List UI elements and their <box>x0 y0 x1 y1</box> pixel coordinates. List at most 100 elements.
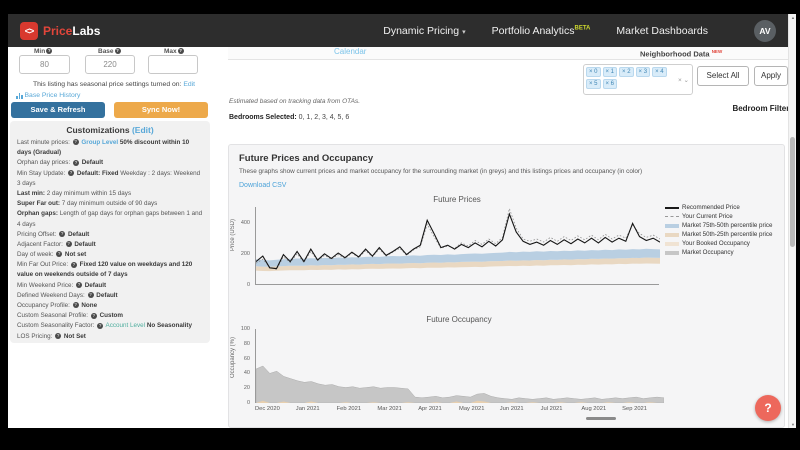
axis-tick-label: 200 <box>240 250 250 257</box>
brand-name-white: Labs <box>72 23 101 38</box>
scroll-down-arrow[interactable]: ▼ <box>791 422 795 427</box>
bedroom-chips: × 0 × 1 × 2 × 3 × 4 × 5 × 6 <box>586 67 672 89</box>
horizontal-scrollbar-thumb[interactable] <box>586 417 616 420</box>
new-badge: NEW <box>711 49 723 54</box>
bedroom-chip[interactable]: × 0 <box>586 67 601 77</box>
month-label: Aug 2021 <box>581 406 607 412</box>
apply-button[interactable]: Apply <box>754 66 788 86</box>
download-csv-link[interactable]: Download CSV <box>239 182 287 189</box>
customization-item: Defined Weekend Days: ? Default <box>17 291 118 299</box>
bedroom-chip[interactable]: × 1 <box>602 67 618 77</box>
help-icon[interactable]: ? <box>90 312 97 319</box>
nav-portfolio-analytics[interactable]: Portfolio AnalyticsBETA <box>491 24 591 37</box>
save-refresh-button[interactable]: Save & Refresh <box>11 102 105 118</box>
base-price-history-link[interactable]: Base Price History <box>16 92 80 99</box>
brand-name-red: Price <box>43 23 73 38</box>
customization-item: Min Stay Update: ? Default: Fixed Weekda… <box>17 169 201 187</box>
axis-tick-label: 0 <box>246 282 250 288</box>
bedroom-chip[interactable]: × 3 <box>635 67 651 77</box>
occupancy-chart-title: Future Occupancy <box>426 315 492 324</box>
help-button[interactable]: ? <box>755 395 781 421</box>
customizations-list: Last minute prices: ? Group Level 50% di… <box>17 138 203 342</box>
help-icon[interactable]: ? <box>46 48 53 55</box>
axis-tick-label: 80 <box>243 340 250 347</box>
neighborhood-data-label[interactable]: Neighborhood Data NEW <box>640 49 723 59</box>
customization-item: Super Far out: 7 day minimum outside of … <box>17 200 158 208</box>
legend-swatch <box>665 232 679 237</box>
customization-item: LOS Pricing: ? Not Set <box>17 332 86 340</box>
help-icon[interactable]: ? <box>114 48 121 55</box>
customization-item: Adjacent Factor: ? Default <box>17 240 96 248</box>
month-label: Feb 2021 <box>336 406 362 412</box>
help-icon[interactable]: ? <box>72 139 79 146</box>
bedroom-chip[interactable]: × 2 <box>619 67 634 77</box>
legend-entry: Market 75th-50th percentile price <box>665 221 772 230</box>
month-label: Apr 2021 <box>418 406 442 412</box>
help-icon[interactable]: ? <box>72 302 79 309</box>
legend-swatch <box>665 241 679 246</box>
customization-item: Min Weekend Price: ? Default <box>17 281 107 289</box>
card-subtitle: These graphs show current prices and mar… <box>239 168 643 175</box>
help-icon[interactable]: ? <box>56 251 63 258</box>
help-icon[interactable]: ? <box>55 332 62 339</box>
bedrooms-selected: Bedrooms Selected: 0, 1, 2, 3, 4, 5, 6 <box>229 114 350 121</box>
bedroom-filter-label: Bedroom Filter: <box>732 104 792 113</box>
avatar[interactable]: AV <box>754 19 776 42</box>
legend-swatch <box>665 206 679 209</box>
price-chart-title: Future Prices <box>433 195 481 204</box>
help-icon[interactable]: ? <box>70 261 77 268</box>
axis-tick-label: 400 <box>240 219 250 226</box>
customization-item: Orphan gaps: Length of gap days for orph… <box>17 210 203 228</box>
help-icon[interactable]: ? <box>97 322 104 329</box>
base-price-input[interactable]: 220 <box>85 55 135 74</box>
help-icon[interactable]: ? <box>59 231 66 238</box>
multiselect-controls[interactable]: × ⌄ <box>678 76 689 84</box>
axis-tick-label: 20 <box>243 385 250 392</box>
tab-calendar[interactable]: Calendar <box>228 47 788 60</box>
scroll-up-arrow[interactable]: ▲ <box>791 15 795 20</box>
legend-entry: Recommended Price <box>665 203 772 212</box>
min-price-input[interactable]: 80 <box>19 55 70 74</box>
card-title: Future Prices and Occupancy <box>239 153 374 164</box>
help-icon[interactable]: ? <box>75 281 82 288</box>
occupancy-chart-xlabels: Dec 2020 Jan 2021 Feb 2021 Mar 2021 Apr 2021… <box>255 406 663 412</box>
customization-item: Min Far Out Price: ? Fixed 120 value on … <box>17 261 193 279</box>
month-label: May 2021 <box>458 406 485 412</box>
vertical-scrollbar[interactable]: ▲ ▼ <box>788 14 796 428</box>
axis-tick-label: 100 <box>240 326 250 332</box>
help-icon[interactable]: ? <box>68 169 75 176</box>
seasonal-note: This listing has seasonal price settings… <box>32 81 196 88</box>
price-chart-plot <box>255 207 660 285</box>
customizations-edit-link[interactable]: (Edit) <box>131 125 154 135</box>
chevron-down-icon: ⌄ <box>683 77 689 84</box>
customizations-panel: Customizations (Edit) Last minute prices… <box>10 121 210 343</box>
customization-item: Last minute prices: ? Group Level 50% di… <box>17 139 190 157</box>
bar-chart-icon <box>16 93 23 99</box>
max-price-label: Max? <box>164 48 184 55</box>
pricelabs-logo[interactable]: <> PriceLabs <box>20 21 101 40</box>
bedroom-chip[interactable]: × 5 <box>586 79 601 89</box>
help-icon[interactable]: ? <box>65 241 72 248</box>
select-all-button[interactable]: Select All <box>697 66 749 86</box>
legend-swatch <box>665 250 679 255</box>
axis-tick-label: 40 <box>243 370 250 377</box>
customization-item: Occupancy Profile: ? None <box>17 302 98 309</box>
bedroom-chip[interactable]: × 4 <box>652 67 667 77</box>
customization-link[interactable]: Account Level <box>105 322 147 330</box>
bedroom-chip[interactable]: × 6 <box>602 79 618 89</box>
seasonal-edit-link[interactable]: Edit <box>183 81 196 88</box>
customization-link[interactable]: Group Level <box>81 139 120 146</box>
help-icon[interactable]: ? <box>87 292 94 299</box>
help-icon[interactable]: ? <box>72 159 79 166</box>
chart-legend: Recommended Price Your Current Price Marke… <box>665 203 772 257</box>
sync-now-button[interactable]: Sync Now! <box>114 102 208 118</box>
help-icon[interactable]: ? <box>177 48 184 55</box>
max-price-input[interactable] <box>148 55 198 74</box>
nav-market-dashboards[interactable]: Market Dashboards <box>616 24 708 37</box>
bedroom-multiselect[interactable]: × 0 × 1 × 2 × 3 × 4 × 5 × 6 × ⌄ <box>583 64 693 95</box>
nav-dynamic-pricing[interactable]: Dynamic Pricing ▾ <box>383 24 466 37</box>
legend-entry: Your Current Price <box>665 212 772 221</box>
occupancy-chart-plot <box>255 329 664 403</box>
vertical-scrollbar-thumb[interactable] <box>790 137 795 247</box>
